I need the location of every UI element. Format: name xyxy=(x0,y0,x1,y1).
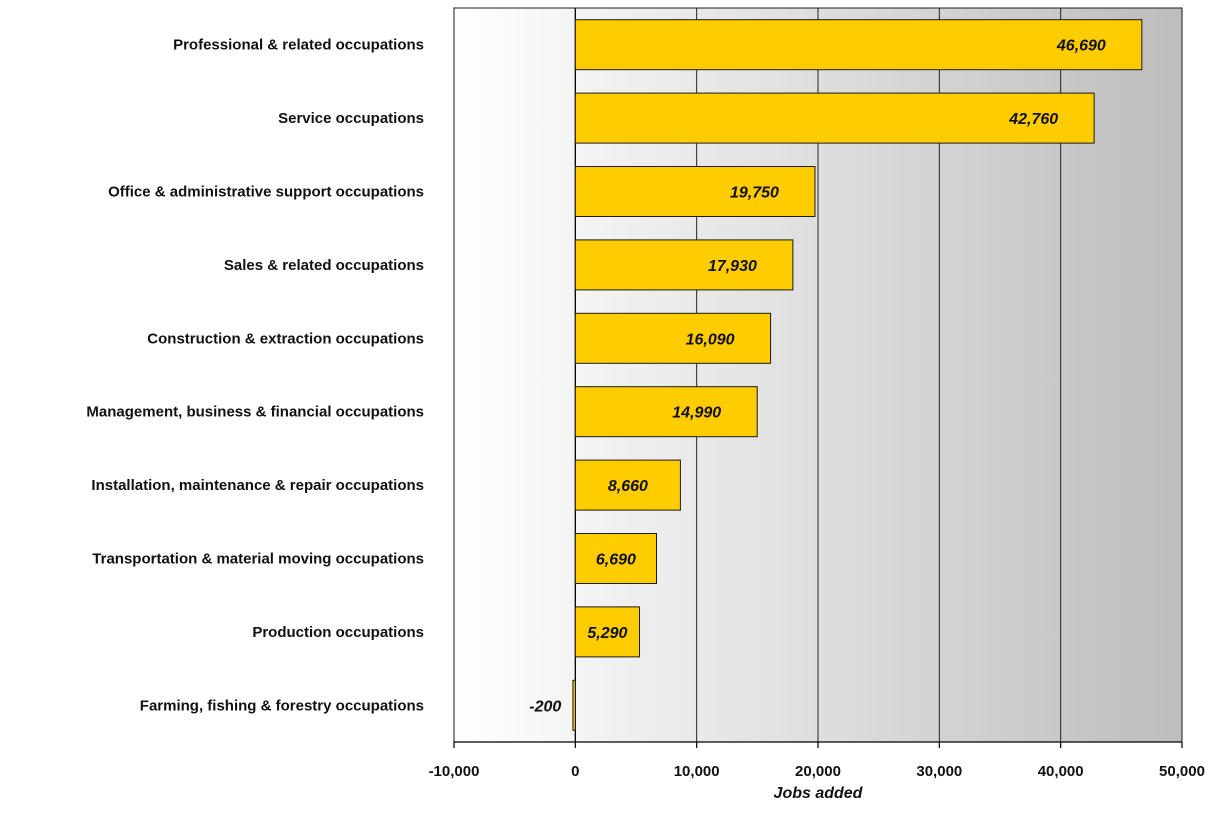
category-label: Service occupations xyxy=(278,110,424,127)
value-labels: 46,690 42,760 19,750 17,930 16,090 14,990 8,66… xyxy=(529,38,1106,716)
x-tick-label: 20,000 xyxy=(795,763,841,780)
value-label: 5,290 xyxy=(587,625,627,642)
value-label: 16,090 xyxy=(686,331,735,348)
category-label: Management, business & financial occupat… xyxy=(86,404,424,421)
value-label: 19,750 xyxy=(730,185,779,202)
bar xyxy=(574,533,658,584)
bar xyxy=(574,92,1095,144)
bar xyxy=(574,386,758,438)
bar xyxy=(574,606,641,658)
value-label: 14,990 xyxy=(672,405,721,422)
bar xyxy=(574,19,1143,71)
bar xyxy=(574,312,772,364)
value-label: 42,760 xyxy=(1008,111,1058,128)
category-label: Professional & related occupations xyxy=(173,37,424,54)
bar xyxy=(574,459,681,511)
x-axis-title: Jobs added xyxy=(774,785,864,802)
x-tick-label: 30,000 xyxy=(916,763,962,780)
category-label: Transportation & material moving occupat… xyxy=(92,551,424,568)
x-tick-label: 0 xyxy=(571,763,579,780)
bar xyxy=(574,166,816,217)
category-label: Office & administrative support occupati… xyxy=(108,184,424,201)
x-tick-label: -10,000 xyxy=(429,763,480,780)
category-label: Farming, fishing & forestry occupations xyxy=(140,697,424,714)
bar xyxy=(572,679,576,731)
value-label: 6,690 xyxy=(596,552,636,569)
value-label: 17,930 xyxy=(708,258,757,275)
value-label: 46,690 xyxy=(1056,38,1106,55)
value-label: 8,660 xyxy=(608,478,648,495)
x-tick-label: 10,000 xyxy=(674,763,720,780)
category-label: Production occupations xyxy=(252,624,424,641)
x-tick-label: 50,000 xyxy=(1159,763,1205,780)
category-label: Installation, maintenance & repair occup… xyxy=(91,477,424,494)
x-tick-label: 40,000 xyxy=(1038,763,1084,780)
x-axis: -10,000 0 10,000 20,000 30,000 40,000 50,000 xyxy=(429,741,1205,780)
bar xyxy=(574,239,794,291)
value-label: -200 xyxy=(529,698,561,715)
category-label: Construction & extraction occupations xyxy=(147,330,424,347)
category-label: Sales & related occupations xyxy=(224,257,424,274)
category-labels: Professional & related occupations Servic… xyxy=(86,37,424,715)
bars xyxy=(572,19,1143,731)
